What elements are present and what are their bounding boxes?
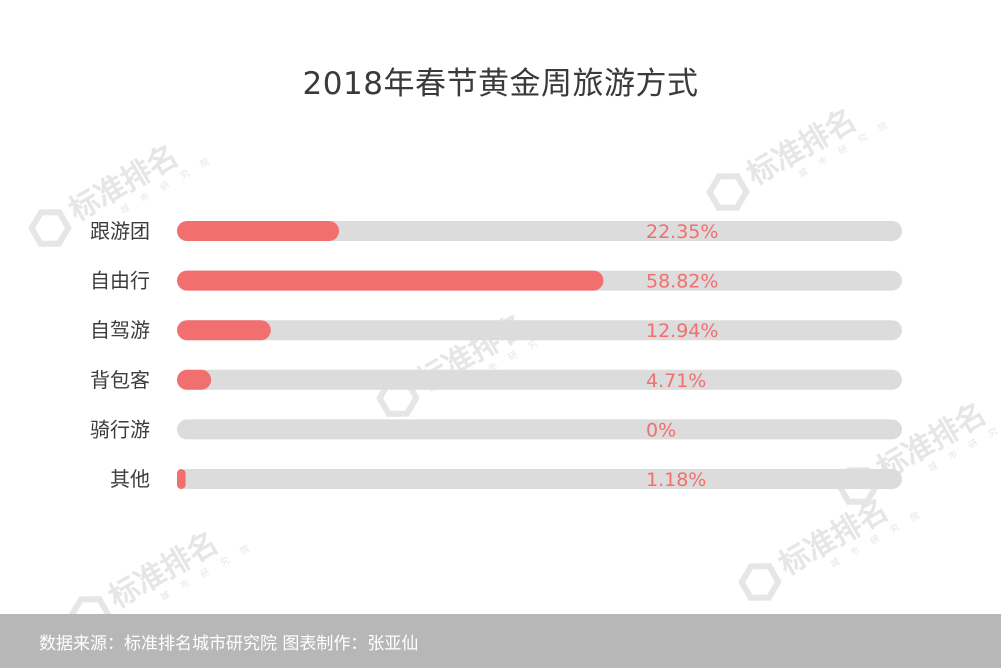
watermark: 标准排名城市研究院	[376, 309, 572, 417]
watermark: 标准排名城市研究院	[706, 103, 902, 211]
category-label: 自由行	[90, 269, 150, 293]
category-label: 背包客	[90, 368, 150, 392]
data-label: 12.94%	[646, 320, 718, 342]
category-label: 其他	[110, 467, 150, 491]
bar-track	[177, 320, 902, 341]
data-label: 0%	[646, 419, 676, 441]
hexagon-logo-icon	[28, 209, 72, 247]
category-label: 骑行游	[90, 417, 150, 441]
bar	[177, 270, 604, 291]
bar	[177, 320, 271, 341]
data-label: 58.82%	[646, 271, 718, 293]
bar-track	[177, 221, 902, 241]
data-label: 1.18%	[646, 469, 706, 491]
bar-track	[177, 419, 902, 440]
category-label: 跟游团	[90, 219, 150, 243]
hexagon-logo-icon	[706, 173, 750, 211]
chart-title: 2018年春节黄金周旅游方式	[302, 66, 699, 102]
bar-track	[177, 369, 902, 390]
watermark: 标准排名城市研究院	[738, 493, 934, 601]
bars-layer: 跟游团 22.35% 自由行 58.82% 自驾游 12.94% 背包客 4.71% 骑行游 0%…	[90, 219, 902, 491]
watermark-layer: 标准排名城市研究院 标准排名城市研究院标准排名城市研究院标准排名城市研究院标准排名…	[28, 103, 1001, 634]
hexagon-logo-icon	[738, 563, 782, 601]
bar	[177, 369, 212, 390]
bar	[177, 221, 340, 241]
footer: 数据来源：标准排名城市研究院 图表制作：张亚仙	[0, 614, 1001, 668]
data-label: 4.71%	[646, 370, 706, 392]
data-label: 22.35%	[646, 221, 718, 243]
category-label: 自驾游	[90, 318, 150, 342]
watermark: 标准排名城市研究院	[836, 397, 1001, 505]
footer-source-text: 数据来源：标准排名城市研究院 图表制作：张亚仙	[39, 634, 419, 654]
bar	[177, 469, 186, 489]
bar-track	[177, 469, 902, 489]
